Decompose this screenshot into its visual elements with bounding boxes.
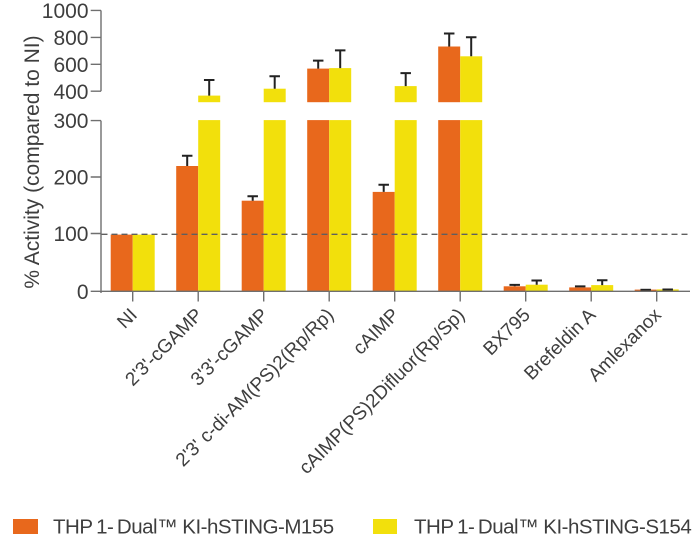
svg-text:100: 100 <box>53 223 88 246</box>
svg-text:1000: 1000 <box>42 0 89 23</box>
svg-text:THP 1- Dual™ KI-hSTING-M155: THP 1- Dual™ KI-hSTING-M155 <box>53 516 334 539</box>
svg-text:THP 1- Dual™ KI-hSTING-S154: THP 1- Dual™ KI-hSTING-S154 <box>414 516 691 539</box>
svg-text:% Activity (compared to NI): % Activity (compared to NI) <box>21 35 44 288</box>
svg-text:400: 400 <box>53 81 88 104</box>
svg-text:800: 800 <box>53 27 88 50</box>
svg-text:600: 600 <box>53 54 88 77</box>
svg-text:0: 0 <box>77 281 89 304</box>
svg-text:200: 200 <box>53 167 88 190</box>
svg-text:300: 300 <box>53 110 88 133</box>
